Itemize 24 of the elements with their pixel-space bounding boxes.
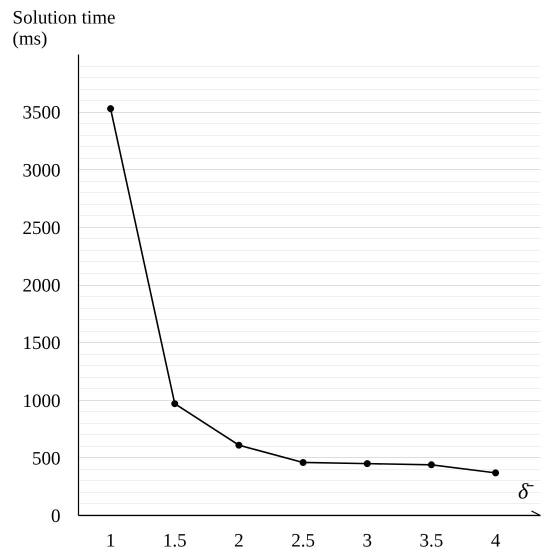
y-tick-label: 1500: [22, 333, 60, 354]
point: [300, 458, 307, 466]
y-tick-label: 2500: [22, 218, 60, 239]
x-axis-title: δ̄: [518, 478, 534, 504]
x-tick-label: 3.5: [420, 530, 444, 551]
point: [492, 469, 500, 476]
point: [171, 400, 178, 408]
y-axis-title: Solution time (ms): [12, 8, 116, 50]
x-tick-label: 3: [362, 530, 372, 551]
point: [107, 105, 114, 112]
y-tick-label: 500: [32, 448, 60, 470]
y-tick-label: 2000: [22, 276, 60, 296]
x-tick-label: 2.5: [291, 530, 315, 551]
point: [428, 461, 435, 468]
x-tick-label: 2: [234, 530, 244, 551]
x-tick-label: 4: [490, 530, 501, 551]
y-tick-label: 3000: [22, 160, 60, 182]
point: [364, 460, 371, 468]
x-tick-label: 1: [106, 530, 116, 551]
point: [235, 442, 242, 449]
y-tick-label: 0: [51, 506, 60, 527]
y-tick-label: 3500: [22, 102, 60, 124]
x-tick-label: 1.5: [162, 530, 187, 551]
y-tick-label: 1000: [22, 390, 60, 412]
